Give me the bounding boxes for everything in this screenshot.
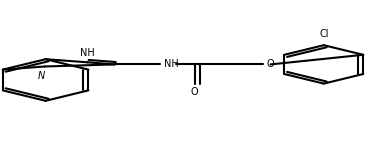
Text: NH: NH [80, 48, 95, 58]
Text: N: N [37, 71, 44, 81]
Text: O: O [267, 59, 274, 69]
Text: O: O [191, 87, 198, 97]
Text: Cl: Cl [319, 29, 328, 39]
Text: NH: NH [164, 59, 179, 69]
